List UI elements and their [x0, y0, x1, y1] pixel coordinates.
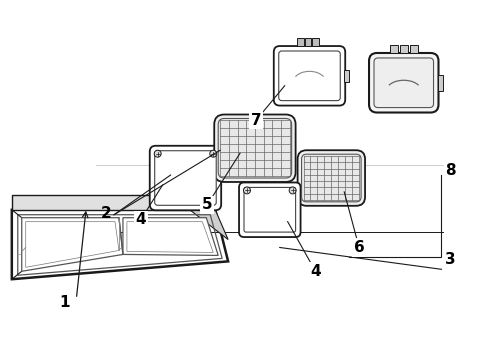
Text: 5: 5: [202, 197, 213, 212]
FancyBboxPatch shape: [244, 188, 295, 232]
Circle shape: [154, 150, 161, 157]
Bar: [296, 38, 303, 46]
Text: 1: 1: [59, 295, 70, 310]
Bar: [390, 45, 398, 53]
Bar: [410, 45, 417, 53]
Bar: [438, 75, 443, 91]
Circle shape: [210, 150, 217, 157]
Bar: [344, 70, 349, 82]
Text: 4: 4: [310, 264, 321, 279]
FancyBboxPatch shape: [155, 151, 216, 205]
Bar: [305, 38, 312, 46]
Circle shape: [244, 187, 250, 194]
Polygon shape: [22, 218, 123, 271]
Text: 2: 2: [101, 206, 112, 221]
Text: 6: 6: [354, 240, 365, 255]
FancyBboxPatch shape: [239, 183, 300, 237]
Polygon shape: [123, 218, 218, 255]
Polygon shape: [171, 195, 228, 239]
FancyBboxPatch shape: [369, 53, 439, 113]
FancyBboxPatch shape: [274, 46, 345, 105]
FancyBboxPatch shape: [301, 154, 361, 202]
Polygon shape: [12, 195, 215, 210]
Text: 7: 7: [250, 113, 261, 128]
Text: 3: 3: [445, 252, 456, 267]
Bar: [313, 38, 319, 46]
FancyBboxPatch shape: [150, 146, 221, 210]
FancyBboxPatch shape: [218, 118, 292, 178]
Text: 4: 4: [136, 212, 146, 227]
Text: 8: 8: [445, 163, 456, 178]
FancyBboxPatch shape: [374, 58, 434, 108]
Bar: [400, 45, 408, 53]
FancyBboxPatch shape: [297, 150, 365, 206]
FancyBboxPatch shape: [279, 51, 340, 100]
Circle shape: [289, 187, 296, 194]
FancyBboxPatch shape: [214, 114, 295, 182]
